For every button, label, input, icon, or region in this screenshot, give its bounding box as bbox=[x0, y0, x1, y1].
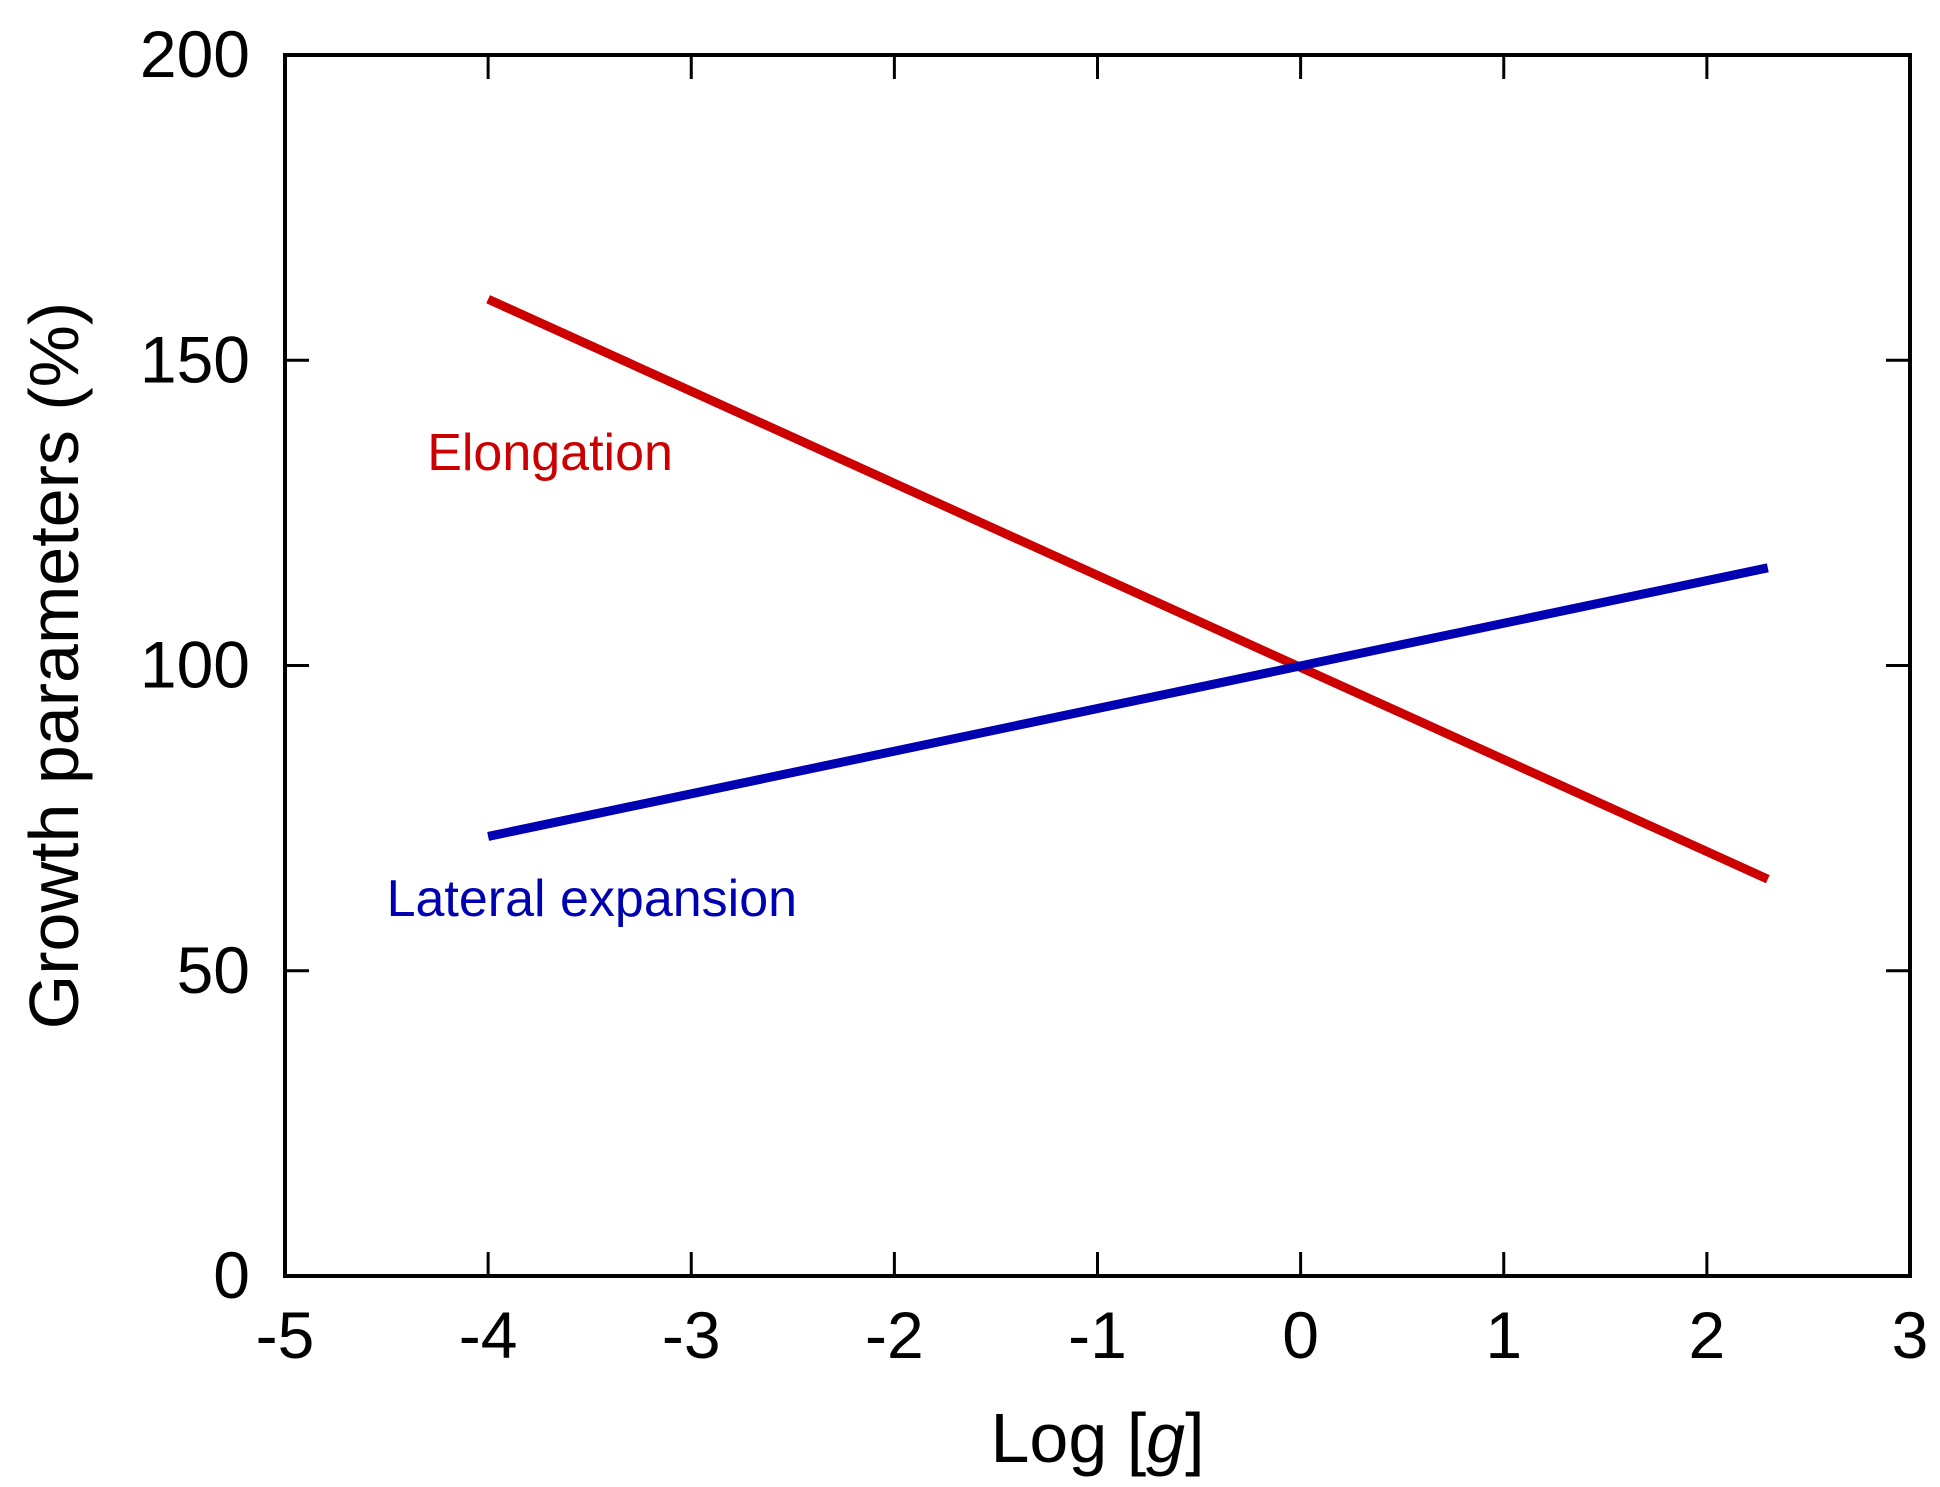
x-tick-label: -5 bbox=[256, 1298, 315, 1372]
plot-frame bbox=[283, 53, 1912, 1278]
y-tick-label: 50 bbox=[177, 933, 250, 1007]
x-axis-label-suffix: ] bbox=[1185, 1399, 1204, 1477]
y-tick-label: 200 bbox=[140, 17, 250, 91]
series-line-elongation bbox=[486, 295, 1770, 884]
ticks-layer bbox=[283, 53, 1912, 1278]
tick-labels-layer: -5 -4 -3 -2 -1 0 1 2 3 0 50 100 150 200 bbox=[140, 17, 1928, 1372]
x-tick-label: -3 bbox=[662, 1298, 721, 1372]
y-axis-label: Growth parameters (%) bbox=[15, 302, 93, 1029]
y-tick-label: 100 bbox=[140, 628, 250, 702]
x-tick-label: -4 bbox=[459, 1298, 518, 1372]
x-axis-label-variable: g bbox=[1146, 1399, 1185, 1477]
x-tick-label: 2 bbox=[1689, 1298, 1726, 1372]
series-line-lateral-expansion bbox=[487, 563, 1769, 841]
series-layer bbox=[486, 295, 1770, 884]
y-tick-label: 0 bbox=[213, 1238, 250, 1312]
x-tick-label: 1 bbox=[1485, 1298, 1522, 1372]
y-tick-label: 150 bbox=[140, 322, 250, 396]
x-tick-label: 3 bbox=[1892, 1298, 1929, 1372]
x-axis-label-prefix: Log [ bbox=[990, 1399, 1146, 1477]
series-label-lateral-expansion: Lateral expansion bbox=[387, 870, 798, 928]
x-tick-label: -2 bbox=[865, 1298, 924, 1372]
x-tick-label: 0 bbox=[1282, 1298, 1319, 1372]
x-tick-label: -1 bbox=[1068, 1298, 1127, 1372]
x-axis-label: Log [g] bbox=[990, 1399, 1204, 1477]
series-label-elongation: Elongation bbox=[427, 424, 673, 482]
